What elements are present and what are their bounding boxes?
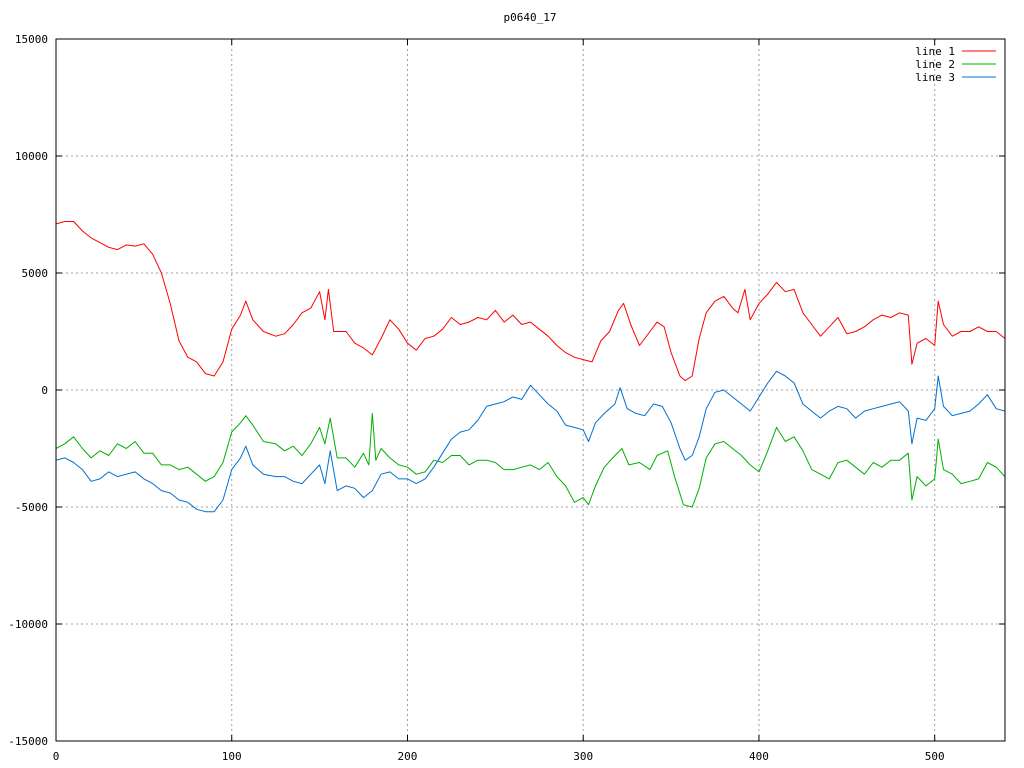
y-tick-label: -10000 <box>8 618 48 631</box>
x-tick-label: 100 <box>222 750 242 763</box>
legend-label: line 1 <box>915 45 955 58</box>
x-tick-label: 200 <box>398 750 418 763</box>
legend-label: line 3 <box>915 71 955 84</box>
grid-lines <box>56 39 1005 741</box>
axis-ticks: -15000 -10000 -5000 0 5000 10000 15000 0 100 200 3… <box>8 33 1005 763</box>
chart-title: p0640_17 <box>504 11 557 24</box>
y-tick-label: 10000 <box>15 150 48 163</box>
x-tick-label: 500 <box>925 750 945 763</box>
x-tick-label: 0 <box>53 750 60 763</box>
series-lines <box>55 221 1006 513</box>
x-tick-label: 300 <box>573 750 593 763</box>
x-tick-label: 400 <box>749 750 769 763</box>
series-line-1 <box>55 221 1006 382</box>
y-tick-label: -5000 <box>15 501 48 514</box>
y-tick-label: 0 <box>41 384 48 397</box>
y-tick-label: -15000 <box>8 735 48 748</box>
y-tick-label: 5000 <box>22 267 49 280</box>
y-tick-label: 15000 <box>15 33 48 46</box>
series-line-3 <box>55 370 1006 513</box>
series-line-2 <box>55 412 1006 508</box>
legend-label: line 2 <box>915 58 955 71</box>
